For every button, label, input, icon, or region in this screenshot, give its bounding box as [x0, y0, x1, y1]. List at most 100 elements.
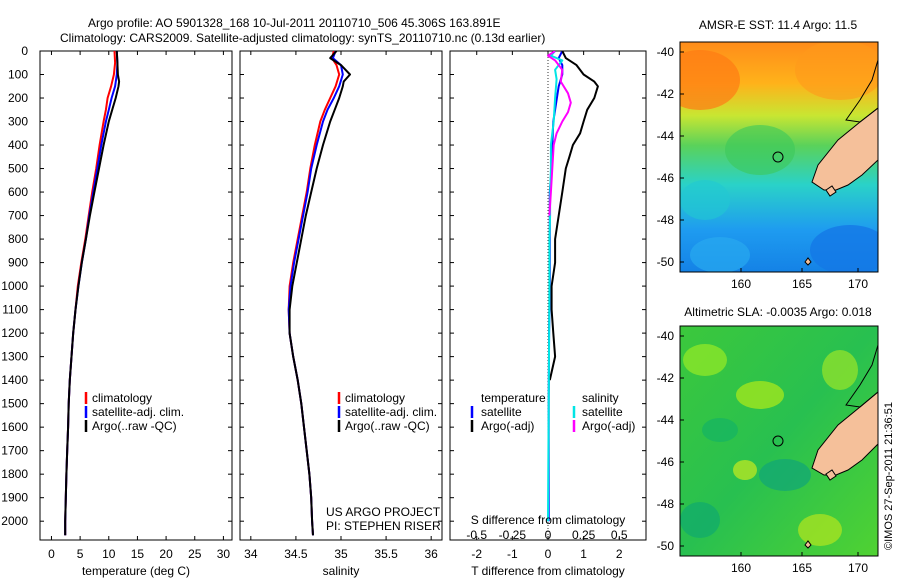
depth-tick-label: 1700: [1, 444, 28, 458]
series-line-argo-raw-qc-: [288, 51, 351, 536]
depth-tick-label: 2000: [1, 514, 28, 528]
temperature-x-axis: 0 5 10 15 20 25 30: [48, 51, 230, 561]
legend-label-satellite: satellite-adj. clim.: [345, 405, 437, 419]
lat-tick-label: -50: [657, 255, 675, 269]
depth-tick-label: 600: [8, 185, 28, 199]
depth-tick-label: 0: [21, 44, 28, 58]
series-line-salinity-satellite: [547, 51, 564, 522]
x-tick-label: -0.5: [466, 528, 487, 542]
x-tick-label: 20: [159, 547, 173, 561]
x-tick-label: 34: [244, 547, 258, 561]
depth-tick-label: 1000: [1, 279, 28, 293]
depth-tick-label: 1300: [1, 350, 28, 364]
lon-tick-label: 170: [848, 277, 868, 291]
depth-tick-label: 900: [8, 256, 28, 270]
salinity-panel-frame: [239, 50, 443, 541]
legend-label-s-argo: Argo(-adj): [582, 419, 635, 433]
lon-tick-label: 160: [731, 277, 751, 291]
x-tick-label: 2: [616, 547, 623, 561]
lat-tick-label: -44: [657, 413, 675, 427]
x-tick-label: 0.5: [611, 528, 628, 542]
x-tick-label: -2: [471, 547, 482, 561]
imos-timestamp-stamp: ©IMOS 27-Sep-2011 21:36:51: [883, 402, 895, 550]
figure-title-line2: Climatology: CARS2009. Satellite-adjuste…: [60, 31, 545, 45]
depth-tick-label: 500: [8, 162, 28, 176]
sla-map-frame: [679, 325, 879, 557]
x-tick-label: 34.5: [284, 547, 308, 561]
legend-title-salinity: salinity: [582, 391, 619, 405]
lat-tick-label: -44: [657, 129, 675, 143]
depth-tick-label: 300: [8, 115, 28, 129]
depth-tick-label: 1200: [1, 326, 28, 340]
temperature-series: [64, 51, 121, 536]
legend-label-argo: Argo(..raw -QC): [345, 419, 430, 433]
x-tick-label: 15: [131, 547, 145, 561]
legend-label-argo: Argo(..raw -QC): [92, 419, 177, 433]
legend-label-satellite: satellite-adj. clim.: [92, 405, 184, 419]
legend-label-t-argo: Argo(-adj): [481, 419, 534, 433]
x-tick-label: 35: [334, 547, 348, 561]
s-difference-axis-label: S difference from climatology: [471, 513, 626, 527]
temperature-panel-frame: [39, 50, 233, 541]
sla-lat-axis: -40 -42 -44 -46 -48 -50: [657, 329, 684, 553]
x-tick-label: -1: [507, 547, 518, 561]
depth-tick-label: 1600: [1, 420, 28, 434]
x-tick-label: 10: [102, 547, 116, 561]
difference-series: [547, 51, 599, 522]
lon-tick-label: 160: [731, 561, 751, 575]
sla-argo-marker: [772, 435, 784, 447]
depth-tick-label: 100: [8, 68, 28, 82]
depth-tick-label: 700: [8, 209, 28, 223]
depth-tick-label: 1500: [1, 397, 28, 411]
depth-tick-label: 800: [8, 232, 28, 246]
lon-tick-label: 170: [848, 561, 868, 575]
x-tick-label: 1: [580, 547, 587, 561]
sla-lon-axis: 160 165 170: [731, 552, 868, 575]
t-difference-x-axis: -2 -1 0 1 2: [471, 51, 623, 561]
depth-tick-label: 400: [8, 138, 28, 152]
series-line-satellite-adj-clim-: [64, 51, 119, 536]
x-tick-label: 35.5: [374, 547, 398, 561]
lat-tick-label: -40: [657, 329, 675, 343]
x-tick-label: 0.25: [572, 528, 596, 542]
depth-tick-label: 200: [8, 91, 28, 105]
salinity-legend: climatology satellite-adj. clim. Argo(..…: [337, 391, 437, 433]
lat-tick-label: -48: [657, 213, 675, 227]
depth-tick-label: 1100: [2, 303, 28, 317]
depth-tick-label: 1900: [1, 491, 28, 505]
lat-tick-label: -42: [657, 87, 675, 101]
x-tick-label: 0: [48, 547, 55, 561]
sst-argo-marker: [772, 151, 784, 163]
series-line-salinity-argo-adj-: [547, 51, 572, 216]
lon-tick-label: 165: [792, 277, 812, 291]
s-difference-x-axis: -0.5 -0.25 0 0.25 0.5: [466, 528, 628, 542]
x-tick-label: 5: [77, 547, 84, 561]
lat-tick-label: -42: [657, 371, 675, 385]
x-tick-label: -0.25: [499, 528, 527, 542]
legend-label-climatology: climatology: [345, 391, 405, 405]
temperature-axis-label: temperature (deg C): [82, 564, 190, 578]
legend-title-temperature: temperature: [481, 391, 546, 405]
series-line-argo-raw-qc-: [64, 51, 121, 536]
difference-legend: temperature satellite Argo(-adj) salinit…: [470, 391, 635, 433]
legend-label-s-satellite: satellite: [582, 405, 623, 419]
project-annotation: US ARGO PROJECT: [326, 505, 441, 519]
depth-tick-label: 1800: [1, 467, 28, 481]
lat-tick-label: -40: [657, 45, 675, 59]
legend-label-climatology: climatology: [92, 391, 152, 405]
x-tick-label: 0: [545, 547, 552, 561]
sla-map-title: Altimetric SLA: -0.0035 Argo: 0.018: [684, 305, 872, 319]
salinity-axis-label: salinity: [323, 564, 360, 578]
x-tick-label: 30: [217, 547, 231, 561]
temperature-legend: climatology satellite-adj. clim. Argo(..…: [84, 391, 184, 433]
legend-label-t-satellite: satellite: [481, 405, 522, 419]
sla-map-field: [680, 326, 878, 556]
sst-map-field: [680, 42, 878, 272]
series-line-temperature-argo-adj-: [548, 51, 599, 381]
pi-annotation: PI: STEPHEN RISER: [326, 519, 441, 533]
series-line-climatology: [287, 51, 341, 536]
salinity-x-axis: 34 34.5 35 35.5 36: [244, 51, 438, 561]
salinity-series: [287, 51, 351, 536]
lon-tick-label: 165: [792, 561, 812, 575]
